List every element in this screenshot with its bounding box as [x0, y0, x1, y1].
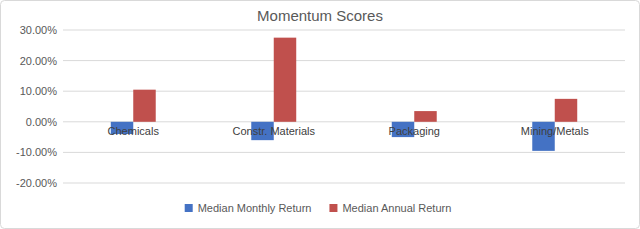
title: Momentum Scores: [257, 7, 383, 24]
chart-frame: [1, 1, 640, 229]
x-tick-label: Packaging: [389, 125, 440, 137]
chart-svg: Momentum Scores -20.00% -10.00% 0.00% 10.00%…: [0, 0, 640, 229]
bar: [274, 38, 296, 122]
grid-line: [63, 183, 625, 184]
chart-root: Momentum Scores -20.00% -10.00% 0.00% 10.00%…: [0, 0, 640, 229]
legend-label: Median Annual Return: [342, 202, 451, 214]
x-tick-label: Constr. Materials: [232, 125, 315, 137]
bar: [555, 99, 577, 122]
y-tick-label: -10.00%: [16, 146, 57, 158]
x-tick-label: Chemicals: [108, 125, 160, 137]
grid-line: [63, 30, 625, 31]
y-tick-label: 30.00%: [20, 24, 58, 36]
y-tick-label: 20.00%: [20, 55, 58, 67]
legend-swatch: [185, 204, 193, 212]
x-tick-label: Mining/Metals: [521, 125, 589, 137]
y-tick-label: 0.00%: [26, 116, 57, 128]
y-tick-label: -20.00%: [16, 177, 57, 189]
legend-label: Median Monthly Return: [198, 202, 312, 214]
grid: [63, 30, 625, 183]
bars: [111, 38, 577, 151]
grid-line: [63, 152, 625, 153]
grid-line: [63, 60, 625, 61]
legend: Median Monthly Return Median Annual Retur…: [185, 202, 452, 214]
bar: [133, 90, 155, 122]
legend-swatch: [329, 204, 337, 212]
y-tick-label: 10.00%: [20, 85, 58, 97]
bar: [414, 111, 436, 122]
